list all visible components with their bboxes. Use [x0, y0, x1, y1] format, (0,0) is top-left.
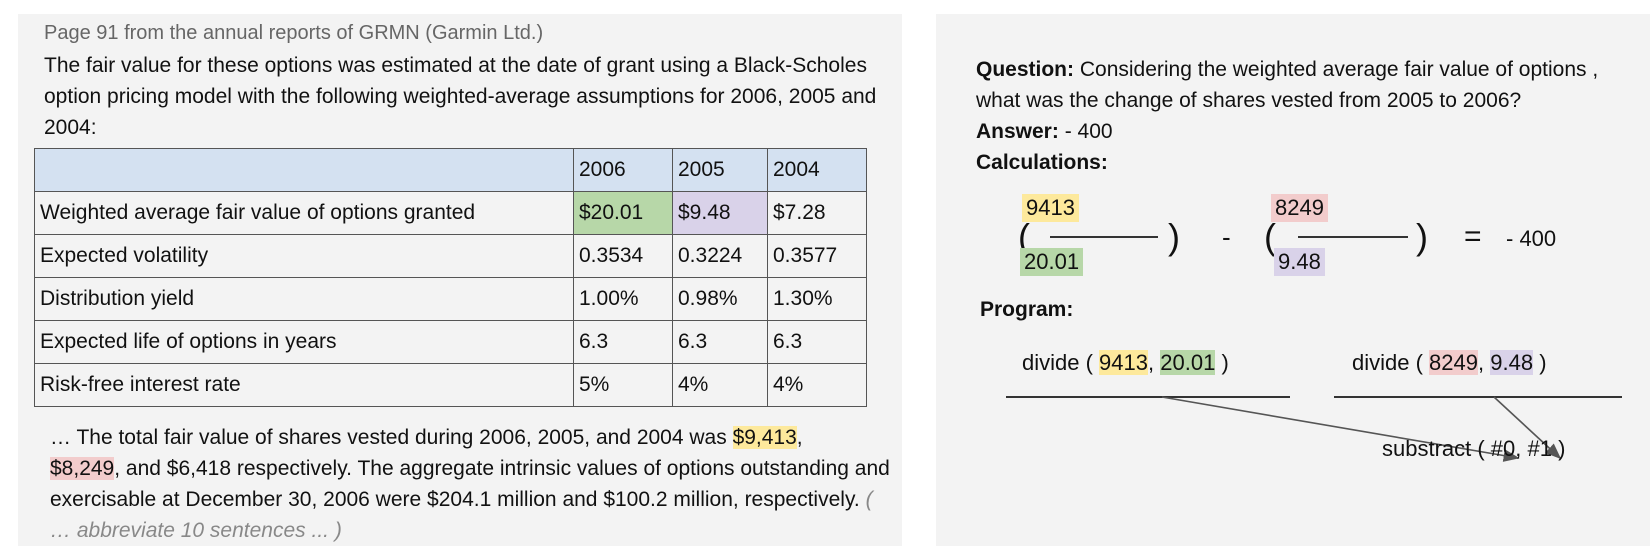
program-step-2: divide ( 8249, 9.48 ): [1352, 350, 1547, 376]
row-label: Risk-free interest rate: [34, 363, 574, 407]
answer-line: Answer: - 400: [976, 116, 1636, 147]
step2-close: ): [1539, 350, 1547, 375]
table-cell: 0.3224: [672, 234, 768, 278]
table-cell: 4%: [767, 363, 867, 407]
page-caption: Page 91 from the annual reports of GRMN …: [44, 22, 544, 44]
arg-separator: ,: [1148, 350, 1155, 375]
fraction1-numerator: 9413: [1022, 194, 1079, 222]
fraction2-numerator: 8249: [1271, 194, 1328, 222]
row-label: Expected life of options in years: [34, 320, 574, 364]
table-row: Weighted average fair value of options g…: [34, 191, 867, 235]
tail-text-part: ,: [796, 426, 803, 449]
fraction1-line: [1050, 236, 1158, 238]
question-text: Considering the weighted average fair va…: [976, 58, 1599, 112]
close-paren: ): [1416, 216, 1428, 257]
tail-text: … The total fair value of shares vested …: [50, 422, 890, 546]
open-paren: (: [1018, 216, 1030, 257]
answer-text: - 400: [1064, 120, 1113, 143]
tail-text-part: … The total fair value of shares vested …: [50, 426, 733, 449]
calculation-result: - 400: [1506, 226, 1557, 251]
table-row: Risk-free interest rate 5% 4% 4%: [34, 363, 867, 407]
assumptions-table: 2006 2005 2004 Weighted average fair val…: [34, 148, 867, 407]
step1-underline: [1006, 396, 1290, 398]
table-row: Expected volatility 0.3534 0.3224 0.3577: [34, 234, 867, 278]
fraction2-denominator: 9.48: [1274, 248, 1325, 276]
table-cell: 0.3577: [767, 234, 867, 278]
reasoning-panel: Question: Considering the weighted avera…: [936, 14, 1650, 546]
table-cell: $9.48: [672, 191, 768, 235]
table-cell: $20.01: [573, 191, 673, 235]
row-label: Weighted average fair value of options g…: [34, 191, 574, 235]
step1-close: ): [1221, 350, 1229, 375]
table-cell: 6.3: [672, 320, 768, 364]
intro-text: The fair value for these options was est…: [44, 54, 877, 139]
answer-label: Answer:: [976, 120, 1059, 143]
table-cell: 1.30%: [767, 277, 867, 321]
close-paren: ): [1168, 216, 1180, 257]
step2-arg-a: 8249: [1429, 350, 1478, 375]
table-cell: 6.3: [573, 320, 673, 364]
table-cell: 1.00%: [573, 277, 673, 321]
program-step-1: divide ( 9413, 20.01 ): [1022, 350, 1229, 376]
step1-arg-b: 20.01: [1160, 350, 1216, 375]
highlight-value-2005: $8,249: [50, 457, 115, 480]
table-cell: $7.28: [767, 191, 867, 235]
calculations-line: Calculations:: [976, 147, 1636, 178]
table-row: Distribution yield 1.00% 0.98% 1.30%: [34, 277, 867, 321]
fraction1-denominator: 20.01: [1020, 248, 1084, 276]
row-label: Expected volatility: [34, 234, 574, 278]
arrow-step1-to-step3: [1161, 396, 1520, 462]
table-cell: 0.98%: [672, 277, 768, 321]
tail-text-part: , and $6,418 respectively. The aggregate…: [50, 457, 890, 511]
arrow-step2-to-step3: [1493, 396, 1562, 460]
context-panel: Page 91 from the annual reports of GRMN …: [18, 14, 902, 546]
calculations-label: Calculations:: [976, 151, 1108, 174]
table-cell: 5%: [573, 363, 673, 407]
abbreviation-note: ( … abbreviate 10 sentences ... ): [50, 488, 873, 542]
step1-function: divide (: [1022, 350, 1093, 375]
arg-separator: ,: [1478, 350, 1485, 375]
program-label: Program:: [980, 298, 1074, 321]
question-answer-block: Question: Considering the weighted avera…: [976, 54, 1636, 178]
header-cell: [34, 148, 574, 192]
row-label: Distribution yield: [34, 277, 574, 321]
header-cell: 2006: [573, 148, 673, 192]
table-header-row: 2006 2005 2004: [34, 148, 867, 192]
step2-underline: [1334, 396, 1622, 398]
fraction2-line: [1298, 236, 1408, 238]
header-cell: 2004: [767, 148, 867, 192]
question-label: Question:: [976, 58, 1074, 81]
step1-arg-a: 9413: [1099, 350, 1148, 375]
minus-sign: -: [1222, 222, 1231, 252]
open-paren: (: [1264, 216, 1276, 257]
program-step-3: substract ( #0, #1 ): [1382, 436, 1566, 461]
equals-sign: =: [1464, 220, 1482, 253]
table-row: Expected life of options in years 6.3 6.…: [34, 320, 867, 364]
table-cell: 6.3: [767, 320, 867, 364]
table-cell: 4%: [672, 363, 768, 407]
program-flow-arrows: [1161, 396, 1562, 462]
step2-function: divide (: [1352, 350, 1423, 375]
step2-arg-b: 9.48: [1490, 350, 1534, 375]
header-cell: 2005: [672, 148, 768, 192]
table-cell: 0.3534: [573, 234, 673, 278]
highlight-value-2006: $9,413: [732, 426, 797, 449]
question-line: Question: Considering the weighted avera…: [976, 54, 1636, 116]
